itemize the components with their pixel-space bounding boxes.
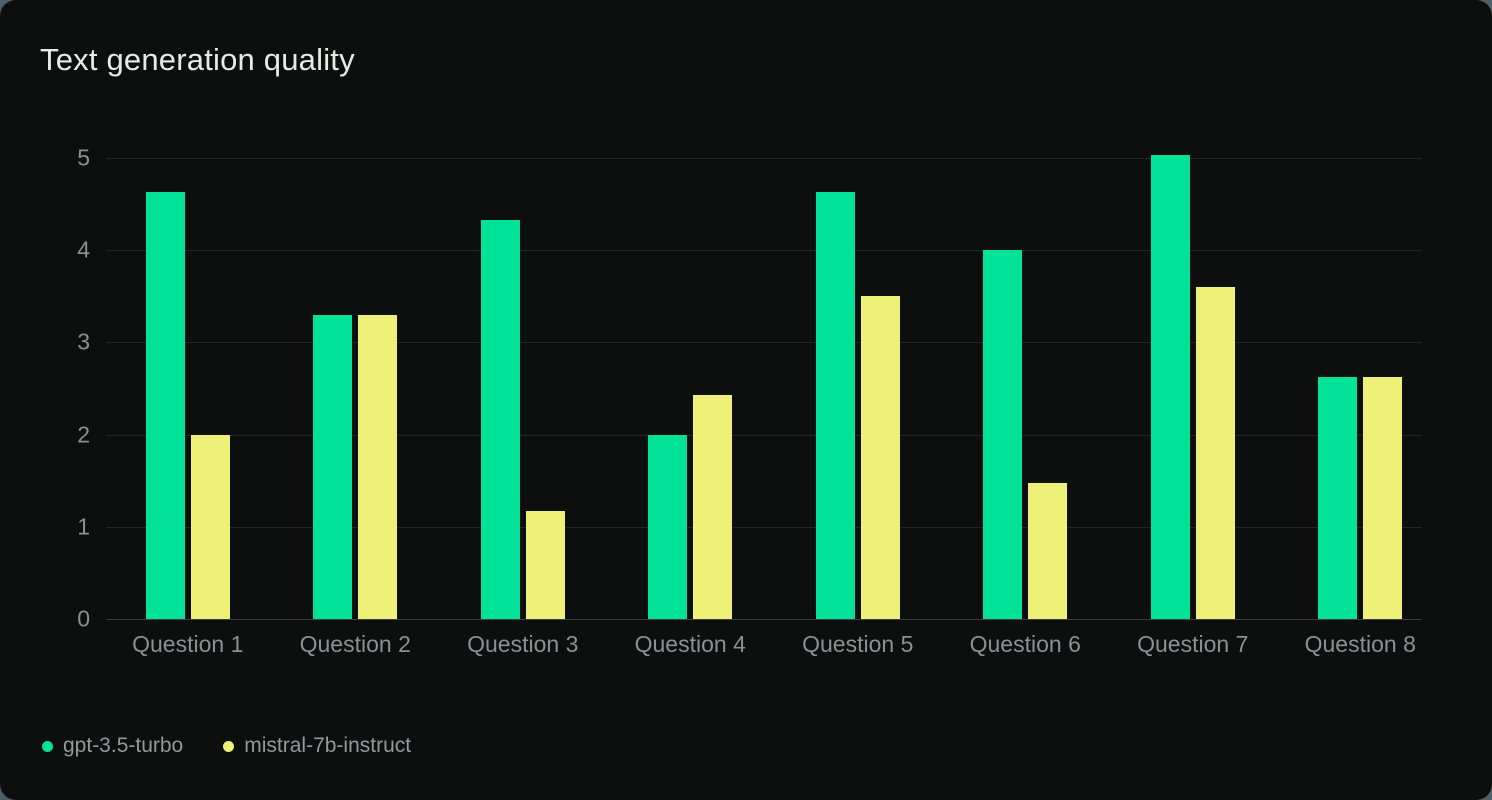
gridline xyxy=(106,158,1422,159)
bar-mistral-7b-instruct-question-7[interactable] xyxy=(1195,287,1235,619)
bar-gpt-3.5-turbo-question-6[interactable] xyxy=(983,250,1023,619)
bar-group xyxy=(1277,158,1445,619)
x-axis-label: Question 6 xyxy=(969,631,1081,657)
gridline xyxy=(106,526,1422,528)
bar-mistral-7b-instruct-question-6[interactable] xyxy=(1028,483,1068,619)
x-axis-label: Question 1 xyxy=(132,631,244,657)
legend-label: mistral-7b-instruct xyxy=(244,734,412,757)
y-axis-tick-label: 5 xyxy=(77,144,90,171)
bar-mistral-7b-instruct-question-8[interactable] xyxy=(1363,376,1403,619)
plot-area xyxy=(104,155,1445,620)
y-axis-tick-label: 1 xyxy=(77,513,90,540)
x-axis-line xyxy=(106,619,1422,620)
gridline xyxy=(106,342,1422,344)
bar-mistral-7b-instruct-question-2[interactable] xyxy=(358,314,398,619)
bar-groups xyxy=(104,155,1445,619)
x-axis-label: Question 3 xyxy=(467,631,579,657)
y-axis-tick-label: 2 xyxy=(77,421,90,448)
bar-mistral-7b-instruct-question-3[interactable] xyxy=(525,511,565,619)
bar-group xyxy=(272,158,440,619)
x-axis-label: Question 4 xyxy=(634,631,746,657)
x-axis-label: Question 8 xyxy=(1304,631,1416,657)
bar-gpt-3.5-turbo-question-1[interactable] xyxy=(145,192,185,619)
legend-marker-icon xyxy=(223,740,235,752)
y-axis: 5 4 3 2 1 0 xyxy=(40,145,90,632)
bar-gpt-3.5-turbo-question-7[interactable] xyxy=(1150,155,1190,619)
legend-item-mistral-7b-instruct[interactable]: mistral-7b-instruct xyxy=(223,734,411,758)
legend: gpt-3.5-turbo mistral-7b-instruct xyxy=(42,732,411,760)
bar-group xyxy=(774,158,942,619)
bar-group xyxy=(942,158,1110,619)
bar-mistral-7b-instruct-question-4[interactable] xyxy=(693,394,733,619)
bar-group xyxy=(439,158,607,619)
x-axis-label: Question 2 xyxy=(299,631,411,657)
gridline xyxy=(106,434,1422,436)
y-axis-tick-label: 0 xyxy=(77,605,90,632)
bar-gpt-3.5-turbo-question-4[interactable] xyxy=(648,434,688,619)
bar-gpt-3.5-turbo-question-8[interactable] xyxy=(1318,376,1358,619)
x-axis-label: Question 5 xyxy=(802,631,914,657)
bar-gpt-3.5-turbo-question-2[interactable] xyxy=(313,314,353,619)
bar-mistral-7b-instruct-question-1[interactable] xyxy=(190,434,230,619)
x-axis: Question 1 Question 2 Question 3 Question 4… xyxy=(104,631,1444,658)
legend-marker-icon xyxy=(42,740,53,752)
bar-mistral-7b-instruct-question-5[interactable] xyxy=(860,296,900,619)
bar-gpt-3.5-turbo-question-3[interactable] xyxy=(480,219,520,619)
x-axis-label: Question 7 xyxy=(1137,631,1249,657)
bar-group xyxy=(1109,155,1277,619)
page-title: Text generation quality xyxy=(40,42,355,77)
bar-group xyxy=(104,158,272,619)
bar-group xyxy=(607,158,775,619)
legend-label: gpt-3.5-turbo xyxy=(63,734,184,757)
y-axis-tick-label: 3 xyxy=(77,328,90,355)
legend-item-gpt-3.5-turbo[interactable]: gpt-3.5-turbo xyxy=(42,734,183,758)
y-axis-tick-label: 4 xyxy=(77,236,90,263)
gridline xyxy=(106,250,1422,252)
bar-gpt-3.5-turbo-question-5[interactable] xyxy=(815,192,855,619)
